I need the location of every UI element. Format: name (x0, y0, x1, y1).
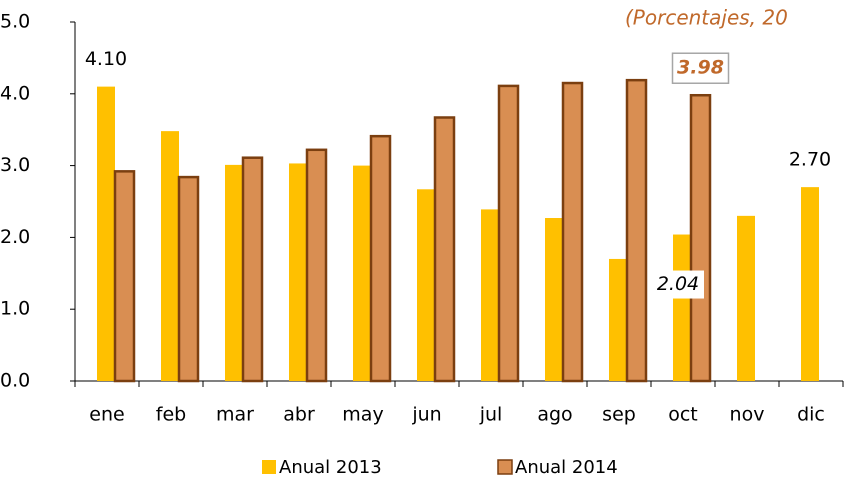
bar (673, 235, 691, 381)
x-tick-label: jun (411, 404, 441, 426)
y-tick-label: 3.0 (0, 154, 30, 176)
bar (179, 177, 198, 381)
bar (435, 117, 454, 381)
bar (115, 171, 134, 381)
bar (627, 80, 646, 381)
bar (307, 150, 326, 381)
x-tick-label: nov (730, 404, 765, 426)
x-tick-label: sep (602, 404, 636, 426)
page: {"chart_data": {"type": "bar", "subtitle… (0, 0, 854, 482)
bar (499, 86, 518, 381)
bar (801, 187, 819, 381)
y-tick-label: 1.0 (0, 298, 30, 320)
data-label: 3.98 (677, 57, 724, 79)
bar (225, 165, 243, 381)
bar (371, 136, 390, 381)
chart-subtitle: (Porcentajes, 20 (625, 6, 788, 30)
bar (353, 166, 371, 381)
x-tick-label: oct (668, 404, 698, 426)
data-label: 2.70 (789, 149, 831, 171)
chart: (Porcentajes, 20 0.0 1.0 2.0 3.0 4.0 5.0 ene fe… (0, 0, 854, 482)
legend-swatch (498, 460, 512, 474)
x-tick-label: ene (89, 404, 124, 426)
bar (97, 87, 115, 381)
x-tick-label: dic (797, 404, 825, 426)
x-tick-label: ago (537, 404, 572, 426)
bar (161, 131, 179, 381)
x-tick-label: feb (156, 404, 186, 426)
bar (545, 218, 563, 381)
y-tick-label: 0.0 (0, 370, 30, 392)
x-tick-label: mar (216, 404, 254, 426)
data-label: 2.04 (657, 273, 699, 295)
legend-swatch (262, 460, 276, 474)
x-tick-label: abr (283, 404, 315, 426)
bar (289, 163, 307, 381)
bar (737, 216, 755, 381)
bar (243, 158, 262, 381)
x-tick-label: jul (479, 404, 503, 426)
bar (609, 259, 627, 381)
bar (691, 95, 710, 381)
x-tick-label: may (342, 404, 383, 426)
bar (417, 189, 435, 381)
y-tick-label: 5.0 (0, 11, 30, 33)
legend-label: Anual 2014 (515, 457, 618, 478)
y-tick-label: 2.0 (0, 226, 30, 248)
y-tick-label: 4.0 (0, 82, 30, 104)
bar (563, 83, 582, 381)
bar (481, 209, 499, 381)
legend-label: Anual 2013 (279, 457, 382, 478)
data-label: 4.10 (85, 48, 127, 70)
